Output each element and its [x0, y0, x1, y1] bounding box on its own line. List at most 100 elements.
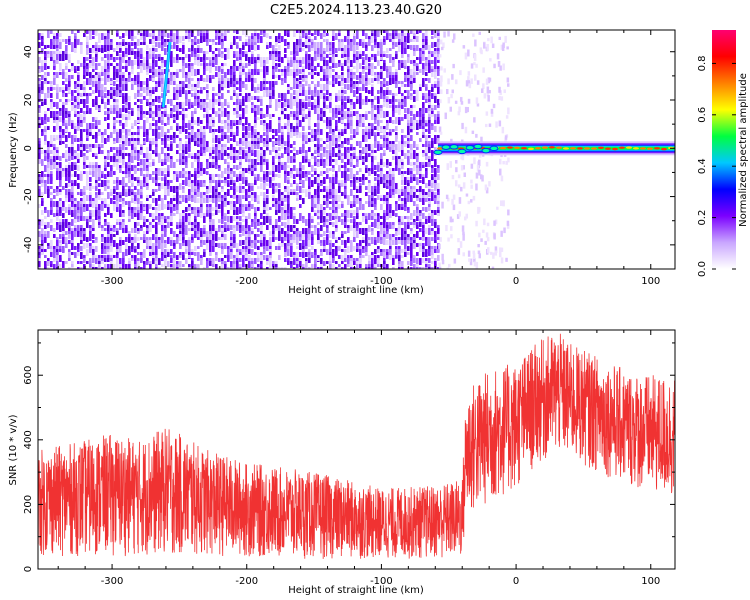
spectrogram-cell — [47, 195, 50, 198]
spectrogram-cell — [293, 174, 296, 179]
spectrogram-cell — [338, 63, 341, 67]
spectrogram-cell — [53, 102, 56, 107]
spectrogram-cell — [104, 246, 107, 249]
spectrogram-cell — [71, 120, 74, 123]
spectrogram-cell — [317, 258, 320, 261]
spectrogram-cell — [80, 255, 83, 259]
spectrogram-cell — [233, 51, 236, 56]
spectrogram-cell — [260, 138, 263, 143]
spectrogram-cell — [185, 246, 188, 249]
spectrogram-cell — [122, 129, 125, 133]
spectrogram-cell — [254, 207, 257, 213]
spectrogram-cell — [164, 132, 167, 137]
spectrogram-cell — [122, 99, 125, 104]
spectrogram-cell — [368, 225, 371, 232]
spectrogram-cell — [212, 132, 215, 138]
spectrogram-cell — [371, 156, 374, 163]
spectrogram-cell — [365, 246, 368, 252]
spectrogram-cell — [80, 132, 83, 135]
spectrogram-cell — [353, 102, 356, 109]
spectrogram-cell — [86, 72, 89, 76]
spectrogram-cell — [173, 195, 176, 198]
spectrogram-cell — [248, 234, 251, 237]
spectrogram-cell — [110, 156, 113, 162]
spectrogram-cell — [344, 249, 347, 253]
spectrogram-cell — [359, 231, 362, 234]
spectrogram-cell — [41, 228, 44, 234]
spectrogram-cell — [128, 210, 131, 216]
spectrogram-cell — [185, 156, 188, 163]
spectrogram-cell — [257, 186, 260, 189]
spectrogram-cell — [122, 165, 125, 168]
spectrogram-cell — [65, 237, 68, 244]
spectrogram-cell — [116, 111, 119, 118]
spectrogram-cell — [296, 39, 299, 46]
spectrogram-cell — [305, 90, 308, 97]
spectrogram-cell — [71, 207, 74, 211]
spectrogram-cell — [215, 186, 218, 189]
spectrogram-cell — [368, 147, 371, 151]
spectrogram-cell — [215, 174, 218, 177]
spectrogram-cell — [341, 99, 344, 103]
spectrogram-cell — [44, 63, 47, 70]
spectrogram-cell — [197, 30, 200, 35]
spectrogram-cell — [149, 66, 152, 70]
spectrogram-cell — [296, 237, 299, 240]
spectrogram-cell — [338, 195, 341, 202]
spectrogram-cell — [80, 225, 83, 229]
spectrogram-cell — [383, 90, 386, 95]
spectrogram-cell — [326, 261, 329, 264]
spectrogram-cell — [257, 117, 260, 120]
spectrogram-cell — [47, 246, 50, 249]
spectrogram-cell — [362, 42, 365, 48]
spectrogram-cell — [335, 114, 338, 118]
spectrogram-cell — [179, 36, 182, 43]
spectrogram-cell — [356, 45, 359, 50]
spectrogram-cell — [275, 261, 278, 266]
spectrogram-cell — [281, 198, 284, 201]
spectrogram-cell — [104, 36, 107, 40]
spectrogram-cell — [293, 267, 296, 269]
spectrogram-cell — [137, 156, 140, 161]
spectrogram-cell — [278, 120, 281, 125]
spectrogram-cell — [374, 135, 377, 142]
spectrogram-cell — [62, 111, 65, 114]
spectrogram-cell — [254, 45, 257, 51]
spectrogram-cell — [236, 141, 239, 146]
spectrogram-cell — [41, 171, 44, 178]
spectrogram-cell — [254, 117, 257, 120]
spectrogram-cell — [200, 36, 203, 43]
spectrogram-cell — [176, 186, 179, 189]
spectrogram-cell — [53, 201, 56, 207]
spectrogram-cell — [44, 57, 47, 62]
spectrogram-cell — [92, 162, 95, 167]
spectrogram-cell — [329, 51, 332, 54]
spectrogram-cell — [287, 72, 290, 76]
spectrogram-cell — [59, 249, 62, 252]
spectrogram-cell — [68, 36, 71, 40]
spectrogram-cell — [113, 96, 116, 100]
spectrogram-cell — [200, 126, 203, 133]
spectrogram-cell — [80, 84, 83, 90]
spectrogram-cell — [314, 87, 317, 90]
spectrogram-cell — [44, 156, 47, 161]
spectrogram-cell — [323, 66, 326, 69]
spectrogram-cell — [308, 240, 311, 247]
spectrogram-cell — [263, 255, 266, 260]
spectrogram-cell — [386, 87, 389, 92]
spectrogram-cell — [290, 150, 293, 153]
spectrogram-cell — [263, 162, 266, 165]
spectrogram-cell — [77, 192, 80, 195]
spectrogram-cell — [143, 240, 146, 243]
spectrogram-cell — [227, 246, 230, 250]
spectrogram-cell — [50, 150, 53, 154]
spectrogram-cell — [248, 186, 251, 192]
spectrogram-cell — [365, 192, 368, 196]
spectrogram-cell — [116, 33, 119, 36]
spectrogram-cell — [206, 186, 209, 190]
spectrogram-cell — [194, 159, 197, 162]
spectrogram-cell — [287, 138, 290, 142]
spectrogram-cell — [92, 144, 95, 148]
spectrogram-cell — [317, 138, 320, 143]
spectrogram-cell — [92, 99, 95, 102]
